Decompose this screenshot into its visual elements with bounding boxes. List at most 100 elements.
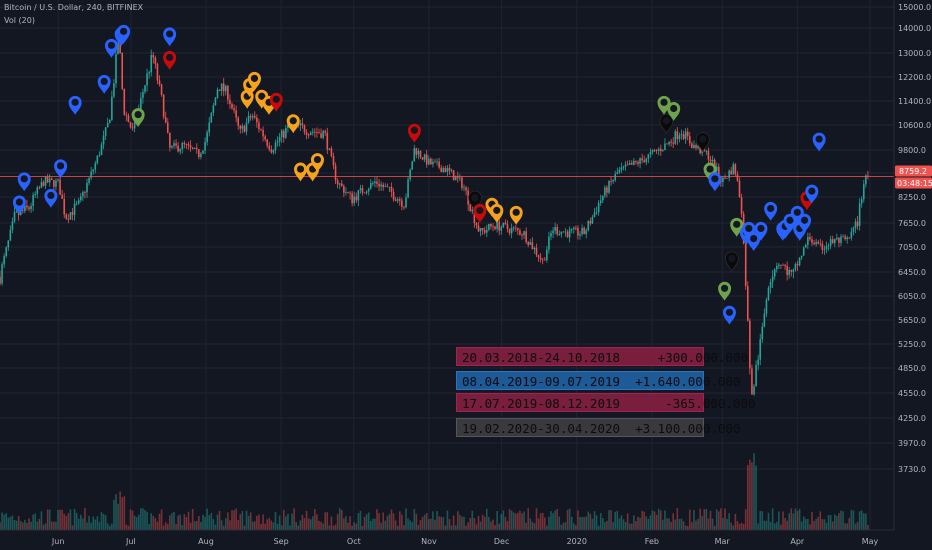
candle-body xyxy=(24,205,26,212)
candle-body xyxy=(657,148,660,151)
blue-marker-icon[interactable] xyxy=(104,38,118,58)
blue-marker-icon[interactable] xyxy=(798,213,812,233)
price-scale[interactable]: 15000.0 14000.0 13000.0 12200.0 11400.0 10600… xyxy=(893,0,932,550)
volume-bar xyxy=(755,465,757,530)
blue-marker-icon[interactable] xyxy=(764,201,778,221)
candle-body xyxy=(728,170,730,178)
red-marker-icon[interactable] xyxy=(407,123,421,143)
candle-body xyxy=(71,212,74,215)
orange-marker-icon[interactable] xyxy=(286,114,300,134)
candle-body xyxy=(177,145,179,152)
time-scale[interactable]: Jun Jul Aug Sep Oct Nov Dec 2020 Feb Mar Apr May xyxy=(0,529,932,550)
performance-annotation-box: 08.04.2019-09.07.2019 +1.640.000.000 xyxy=(456,371,740,390)
blue-marker-icon[interactable] xyxy=(708,172,722,192)
volume-bar xyxy=(601,518,604,530)
red-marker-icon[interactable] xyxy=(473,203,487,223)
candle-body xyxy=(736,174,739,181)
candle-body xyxy=(525,231,527,243)
volume-bar xyxy=(622,519,625,530)
blue-marker-icon[interactable] xyxy=(68,95,82,115)
volume-bar xyxy=(28,518,30,530)
candle-body xyxy=(318,132,320,134)
volume-bar xyxy=(55,521,57,530)
volume-bar xyxy=(730,522,733,530)
candle-body xyxy=(326,132,329,150)
candle-body xyxy=(490,223,492,227)
black-marker-icon[interactable] xyxy=(659,113,674,134)
blue-marker-icon[interactable] xyxy=(747,232,761,252)
volume-bar xyxy=(662,519,664,530)
candle-body xyxy=(59,179,61,195)
blue-marker-icon[interactable] xyxy=(754,221,768,241)
candle-body xyxy=(529,242,532,245)
red-marker-icon[interactable] xyxy=(269,92,283,112)
candle-body xyxy=(266,139,269,146)
candle-body xyxy=(485,229,488,233)
volume-bar xyxy=(309,519,312,530)
volume-bar xyxy=(736,521,739,530)
orange-marker-icon[interactable] xyxy=(490,203,504,223)
volume-bar xyxy=(763,520,766,530)
volume-bar xyxy=(131,510,134,530)
candle-body xyxy=(502,222,505,228)
candle-body xyxy=(599,200,602,204)
volume-bar xyxy=(200,521,202,530)
green-marker-icon[interactable] xyxy=(657,95,671,115)
blue-marker-icon[interactable] xyxy=(44,188,58,208)
blue-marker-icon[interactable] xyxy=(12,195,26,215)
time-tick-label: Jul xyxy=(125,537,136,546)
volume-bar xyxy=(597,525,600,530)
volume-bar xyxy=(651,510,654,530)
candle-body xyxy=(251,115,254,118)
volume-bar xyxy=(838,513,840,530)
black-marker-icon[interactable] xyxy=(725,251,739,272)
candle-body xyxy=(459,177,461,179)
volume-bar xyxy=(90,522,92,530)
volume-bar xyxy=(438,516,440,530)
blue-marker-icon[interactable] xyxy=(812,132,826,152)
black-marker-icon[interactable] xyxy=(695,132,710,153)
volume-bar xyxy=(740,522,743,530)
orange-marker-icon[interactable] xyxy=(509,205,523,225)
volume-bar xyxy=(297,525,300,530)
green-marker-icon[interactable] xyxy=(667,102,681,121)
blue-marker-icon[interactable] xyxy=(17,172,31,192)
candle-body xyxy=(616,172,619,174)
volume-bar xyxy=(771,508,774,530)
orange-marker-icon[interactable] xyxy=(294,162,308,182)
volume-bar xyxy=(717,511,720,530)
green-marker-icon[interactable] xyxy=(131,108,145,128)
volume-bar xyxy=(262,514,264,530)
blue-marker-icon[interactable] xyxy=(54,159,68,179)
candle-body xyxy=(726,177,728,179)
candle-body xyxy=(102,135,105,145)
volume-bar xyxy=(523,511,525,530)
blue-marker-icon[interactable] xyxy=(722,305,736,325)
orange-marker-icon[interactable] xyxy=(247,71,261,91)
blue-marker-icon[interactable] xyxy=(805,184,819,204)
volume-bar xyxy=(171,513,173,530)
candle-body xyxy=(572,227,575,230)
volume-bar xyxy=(502,510,505,530)
volume-bar xyxy=(214,524,217,530)
blue-marker-icon[interactable] xyxy=(163,27,177,47)
orange-marker-icon[interactable] xyxy=(310,153,324,173)
volume-bar xyxy=(407,518,409,530)
volume-bar xyxy=(693,510,695,530)
candle-body xyxy=(425,154,428,165)
blue-marker-icon[interactable] xyxy=(97,74,111,94)
volume-bar xyxy=(543,517,546,530)
volume-bar xyxy=(166,523,169,530)
red-marker-icon[interactable] xyxy=(163,50,177,70)
volume-bar xyxy=(5,513,8,530)
candle-body xyxy=(216,89,219,98)
blue-marker-icon[interactable] xyxy=(117,24,131,44)
volume-bar xyxy=(65,515,68,530)
green-marker-icon[interactable] xyxy=(718,281,732,301)
volume-bar xyxy=(224,518,227,530)
volume-bar xyxy=(807,519,809,530)
volume-bar xyxy=(537,518,540,530)
volume-bar xyxy=(674,519,677,530)
